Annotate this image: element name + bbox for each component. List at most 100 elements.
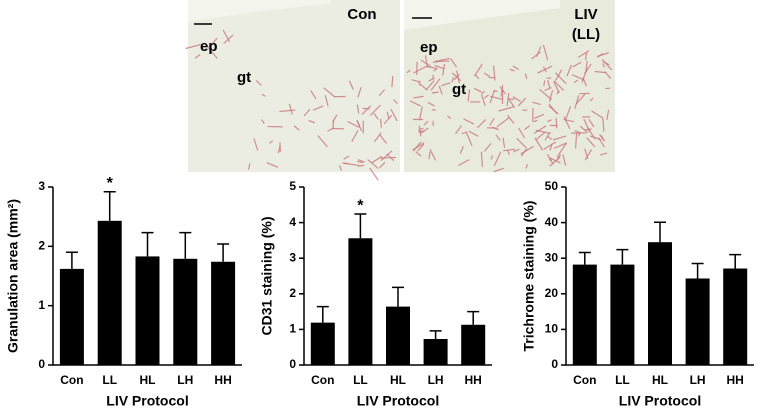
stain bbox=[578, 132, 581, 137]
stain bbox=[418, 106, 423, 121]
stain bbox=[544, 87, 552, 92]
stain bbox=[553, 80, 564, 91]
stain bbox=[356, 104, 360, 114]
stain bbox=[418, 81, 421, 86]
stain bbox=[379, 134, 388, 144]
stain bbox=[543, 80, 546, 87]
stain bbox=[533, 119, 538, 123]
stain bbox=[417, 143, 425, 152]
stain bbox=[524, 73, 528, 79]
stain bbox=[378, 89, 385, 97]
error-bar bbox=[65, 251, 78, 269]
y-tick-label: 1 bbox=[38, 298, 45, 312]
stain bbox=[431, 91, 439, 94]
stain bbox=[473, 63, 483, 77]
stain bbox=[420, 127, 429, 134]
stain bbox=[516, 137, 528, 149]
stain bbox=[310, 90, 317, 100]
stain bbox=[357, 87, 362, 98]
stain bbox=[542, 66, 547, 73]
stain bbox=[552, 135, 567, 141]
stain bbox=[383, 114, 393, 125]
stain bbox=[379, 118, 383, 128]
error-bar bbox=[467, 310, 480, 325]
stain bbox=[532, 101, 541, 106]
stain bbox=[512, 65, 520, 71]
stain bbox=[490, 155, 494, 160]
stain bbox=[313, 105, 324, 111]
stain bbox=[546, 153, 552, 162]
stain bbox=[447, 115, 452, 119]
stain bbox=[483, 94, 489, 99]
x-tick-label: LL bbox=[615, 373, 630, 387]
stain bbox=[461, 132, 466, 135]
stain bbox=[524, 125, 530, 130]
x-tick-label: LH bbox=[428, 373, 444, 387]
stain bbox=[369, 104, 381, 116]
stain bbox=[371, 155, 383, 164]
micrograph-con bbox=[188, 0, 400, 172]
stain bbox=[427, 101, 435, 107]
stain bbox=[343, 155, 350, 160]
stain bbox=[534, 137, 544, 151]
stain bbox=[357, 160, 363, 164]
x-tick-label: Con bbox=[60, 373, 83, 387]
stain bbox=[465, 131, 473, 146]
y-tick-label: 2 bbox=[289, 286, 296, 300]
stain bbox=[438, 85, 443, 95]
bar bbox=[135, 256, 160, 365]
stain bbox=[411, 79, 422, 83]
bar bbox=[648, 242, 672, 365]
stain bbox=[548, 103, 558, 114]
stain bbox=[493, 151, 502, 167]
stain bbox=[586, 137, 596, 148]
stain bbox=[483, 142, 492, 152]
y-axis-title: Trichrome staining (%) bbox=[521, 201, 537, 352]
bar bbox=[59, 268, 84, 365]
stain bbox=[599, 134, 606, 142]
stain bbox=[584, 63, 592, 75]
bar bbox=[173, 258, 198, 365]
stain bbox=[207, 47, 218, 59]
stain bbox=[585, 60, 588, 71]
stain bbox=[288, 103, 293, 115]
stain bbox=[512, 96, 521, 102]
stain bbox=[513, 148, 520, 153]
stain bbox=[373, 112, 379, 120]
stain bbox=[553, 80, 560, 94]
stain bbox=[589, 135, 602, 141]
x-axis-title: LIV Protocol bbox=[357, 393, 439, 409]
stain bbox=[585, 52, 588, 61]
stain bbox=[602, 63, 606, 68]
x-tick-label: LL bbox=[102, 373, 117, 387]
error-bar bbox=[103, 190, 116, 221]
stain bbox=[418, 130, 425, 133]
stain bbox=[442, 63, 446, 76]
panel-label: LIV bbox=[574, 6, 597, 23]
stain bbox=[420, 59, 432, 68]
stain bbox=[247, 163, 251, 170]
x-tick-label: Con bbox=[573, 373, 596, 387]
error-bar bbox=[141, 231, 154, 257]
stain bbox=[409, 100, 421, 107]
stain bbox=[500, 84, 504, 97]
bar bbox=[211, 261, 236, 365]
x-tick-label: HL bbox=[652, 373, 668, 387]
stain bbox=[476, 119, 487, 129]
y-tick-label: 30 bbox=[545, 250, 559, 264]
stain bbox=[473, 87, 482, 93]
stain bbox=[451, 77, 454, 83]
stain bbox=[584, 149, 593, 161]
stain bbox=[601, 59, 613, 71]
bar bbox=[348, 238, 373, 365]
bar bbox=[572, 264, 597, 365]
error-bar bbox=[392, 286, 404, 307]
stain bbox=[317, 135, 328, 148]
stain bbox=[573, 79, 579, 84]
stain bbox=[426, 80, 435, 90]
stain bbox=[499, 86, 506, 95]
y-tick-label: 0 bbox=[551, 357, 558, 371]
micrograph-liv bbox=[404, 0, 615, 172]
stain bbox=[507, 115, 515, 124]
x-axis-title: LIV Protocol bbox=[106, 393, 188, 409]
